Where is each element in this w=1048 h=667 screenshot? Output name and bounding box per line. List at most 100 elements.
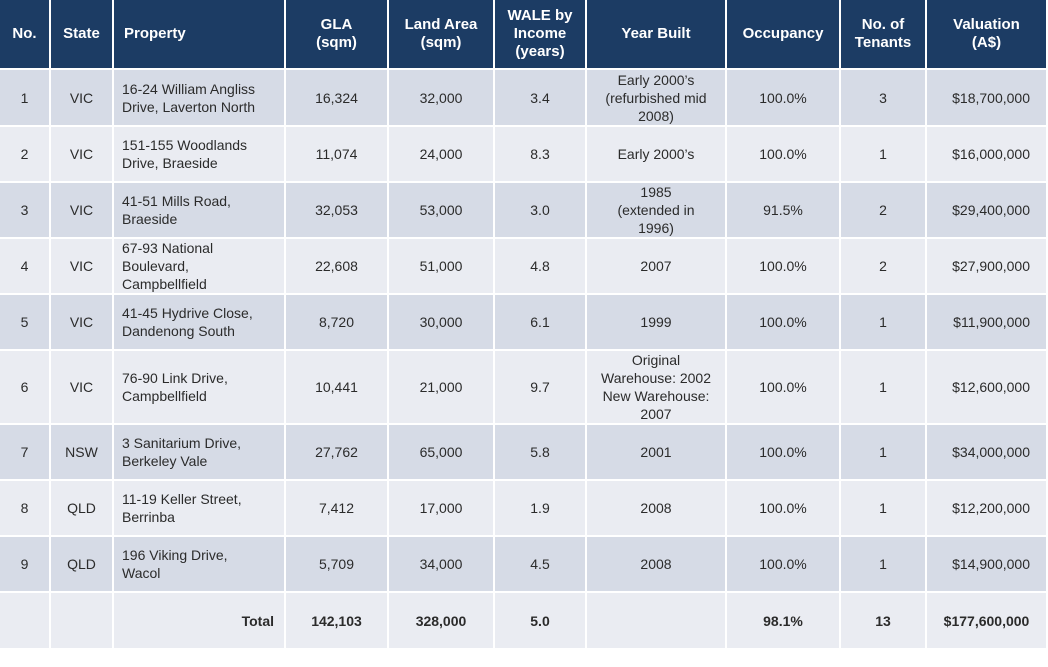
table-row: 3 VIC 41-51 Mills Road, Braeside 32,053 53,00… bbox=[0, 182, 1048, 239]
year-built-cell: 2007 bbox=[586, 238, 727, 295]
wale-cell: 5.8 bbox=[494, 424, 587, 481]
wale-cell: 1.9 bbox=[494, 480, 587, 537]
occupancy-cell: 100.0% bbox=[726, 69, 841, 127]
wale-cell: 6.1 bbox=[494, 294, 587, 351]
land-area-cell: 51,000 bbox=[388, 238, 495, 295]
header-property: Property bbox=[113, 0, 286, 70]
no-cell: 4 bbox=[0, 238, 51, 295]
total-gla: 142,103 bbox=[285, 591, 389, 650]
tenants-cell: 2 bbox=[840, 238, 927, 295]
year-built-cell: 2008 bbox=[586, 480, 727, 537]
wale-cell: 9.7 bbox=[494, 350, 587, 425]
land-area-cell: 17,000 bbox=[388, 480, 495, 537]
gla-cell: 7,412 bbox=[285, 480, 389, 537]
land-area-cell: 53,000 bbox=[388, 182, 495, 239]
header-tenants: No. of Tenants bbox=[840, 0, 927, 70]
wale-cell: 3.4 bbox=[494, 69, 587, 127]
total-no-cell bbox=[0, 591, 51, 650]
land-area-cell: 65,000 bbox=[388, 424, 495, 481]
no-cell: 8 bbox=[0, 480, 51, 537]
wale-cell: 4.5 bbox=[494, 536, 587, 593]
state-cell: VIC bbox=[50, 126, 114, 183]
no-cell: 3 bbox=[0, 182, 51, 239]
table-row: 1 VIC 16-24 William Angliss Drive, Laverton… bbox=[0, 69, 1048, 127]
property-cell: 41-51 Mills Road, Braeside bbox=[113, 182, 286, 239]
header-occupancy: Occupancy bbox=[726, 0, 841, 70]
total-tenants: 13 bbox=[840, 591, 927, 650]
land-area-cell: 30,000 bbox=[388, 294, 495, 351]
total-wale: 5.0 bbox=[494, 591, 587, 650]
total-state-cell bbox=[50, 591, 114, 650]
table-body: 1 VIC 16-24 William Angliss Drive, Laverton… bbox=[0, 69, 1048, 650]
valuation-cell: $34,000,000 bbox=[926, 424, 1048, 481]
gla-cell: 22,608 bbox=[285, 238, 389, 295]
property-cell: 67-93 National Boulevard, Campbellfield bbox=[113, 238, 286, 295]
land-area-cell: 24,000 bbox=[388, 126, 495, 183]
valuation-cell: $16,000,000 bbox=[926, 126, 1048, 183]
property-cell: 16-24 William Angliss Drive, Laverton Nor… bbox=[113, 69, 286, 127]
property-cell: 41-45 Hydrive Close, Dandenong South bbox=[113, 294, 286, 351]
occupancy-cell: 100.0% bbox=[726, 480, 841, 537]
year-built-cell: 1999 bbox=[586, 294, 727, 351]
property-cell: 196 Viking Drive, Wacol bbox=[113, 536, 286, 593]
table-row: 8 QLD 11-19 Keller Street, Berrinba 7,412 17,… bbox=[0, 480, 1048, 537]
occupancy-cell: 100.0% bbox=[726, 536, 841, 593]
no-cell: 1 bbox=[0, 69, 51, 127]
tenants-cell: 1 bbox=[840, 350, 927, 425]
header-wale: WALE by Income (years) bbox=[494, 0, 587, 70]
no-cell: 2 bbox=[0, 126, 51, 183]
gla-cell: 32,053 bbox=[285, 182, 389, 239]
total-occupancy: 98.1% bbox=[726, 591, 841, 650]
tenants-cell: 1 bbox=[840, 480, 927, 537]
header-no: No. bbox=[0, 0, 51, 70]
valuation-cell: $12,600,000 bbox=[926, 350, 1048, 425]
valuation-cell: $12,200,000 bbox=[926, 480, 1048, 537]
no-cell: 5 bbox=[0, 294, 51, 351]
land-area-cell: 21,000 bbox=[388, 350, 495, 425]
valuation-cell: $11,900,000 bbox=[926, 294, 1048, 351]
gla-cell: 27,762 bbox=[285, 424, 389, 481]
table-row: 5 VIC 41-45 Hydrive Close, Dandenong South 8… bbox=[0, 294, 1048, 351]
occupancy-cell: 100.0% bbox=[726, 350, 841, 425]
state-cell: VIC bbox=[50, 69, 114, 127]
property-cell: 11-19 Keller Street, Berrinba bbox=[113, 480, 286, 537]
header-row: No. State Property GLA (sqm) Land Area (sq… bbox=[0, 0, 1048, 70]
state-cell: VIC bbox=[50, 294, 114, 351]
occupancy-cell: 100.0% bbox=[726, 424, 841, 481]
occupancy-cell: 91.5% bbox=[726, 182, 841, 239]
gla-cell: 5,709 bbox=[285, 536, 389, 593]
no-cell: 9 bbox=[0, 536, 51, 593]
year-built-cell: 2008 bbox=[586, 536, 727, 593]
table-row: 2 VIC 151-155 Woodlands Drive, Braeside 11,0… bbox=[0, 126, 1048, 183]
table-row: 7 NSW 3 Sanitarium Drive, Berkeley Vale 27,7… bbox=[0, 424, 1048, 481]
year-built-cell: 1985 (extended in 1996) bbox=[586, 182, 727, 239]
property-cell: 76-90 Link Drive, Campbellfield bbox=[113, 350, 286, 425]
occupancy-cell: 100.0% bbox=[726, 294, 841, 351]
year-built-cell: Early 2000’s bbox=[586, 126, 727, 183]
header-year-built: Year Built bbox=[586, 0, 727, 70]
state-cell: VIC bbox=[50, 238, 114, 295]
year-built-cell: Early 2000’s (refurbished mid 2008) bbox=[586, 69, 727, 127]
state-cell: VIC bbox=[50, 350, 114, 425]
wale-cell: 8.3 bbox=[494, 126, 587, 183]
total-row: Total 142,103 328,000 5.0 98.1% 13 $177,… bbox=[0, 591, 1048, 650]
state-cell: QLD bbox=[50, 536, 114, 593]
header-state: State bbox=[50, 0, 114, 70]
property-portfolio-table: No. State Property GLA (sqm) Land Area (sq… bbox=[0, 0, 1048, 650]
land-area-cell: 34,000 bbox=[388, 536, 495, 593]
no-cell: 7 bbox=[0, 424, 51, 481]
valuation-cell: $29,400,000 bbox=[926, 182, 1048, 239]
total-land-area: 328,000 bbox=[388, 591, 495, 650]
property-cell: 151-155 Woodlands Drive, Braeside bbox=[113, 126, 286, 183]
state-cell: QLD bbox=[50, 480, 114, 537]
wale-cell: 3.0 bbox=[494, 182, 587, 239]
occupancy-cell: 100.0% bbox=[726, 126, 841, 183]
tenants-cell: 1 bbox=[840, 424, 927, 481]
property-cell: 3 Sanitarium Drive, Berkeley Vale bbox=[113, 424, 286, 481]
tenants-cell: 3 bbox=[840, 69, 927, 127]
header-land-area: Land Area (sqm) bbox=[388, 0, 495, 70]
state-cell: VIC bbox=[50, 182, 114, 239]
header-gla: GLA (sqm) bbox=[285, 0, 389, 70]
total-label: Total bbox=[113, 591, 286, 650]
land-area-cell: 32,000 bbox=[388, 69, 495, 127]
